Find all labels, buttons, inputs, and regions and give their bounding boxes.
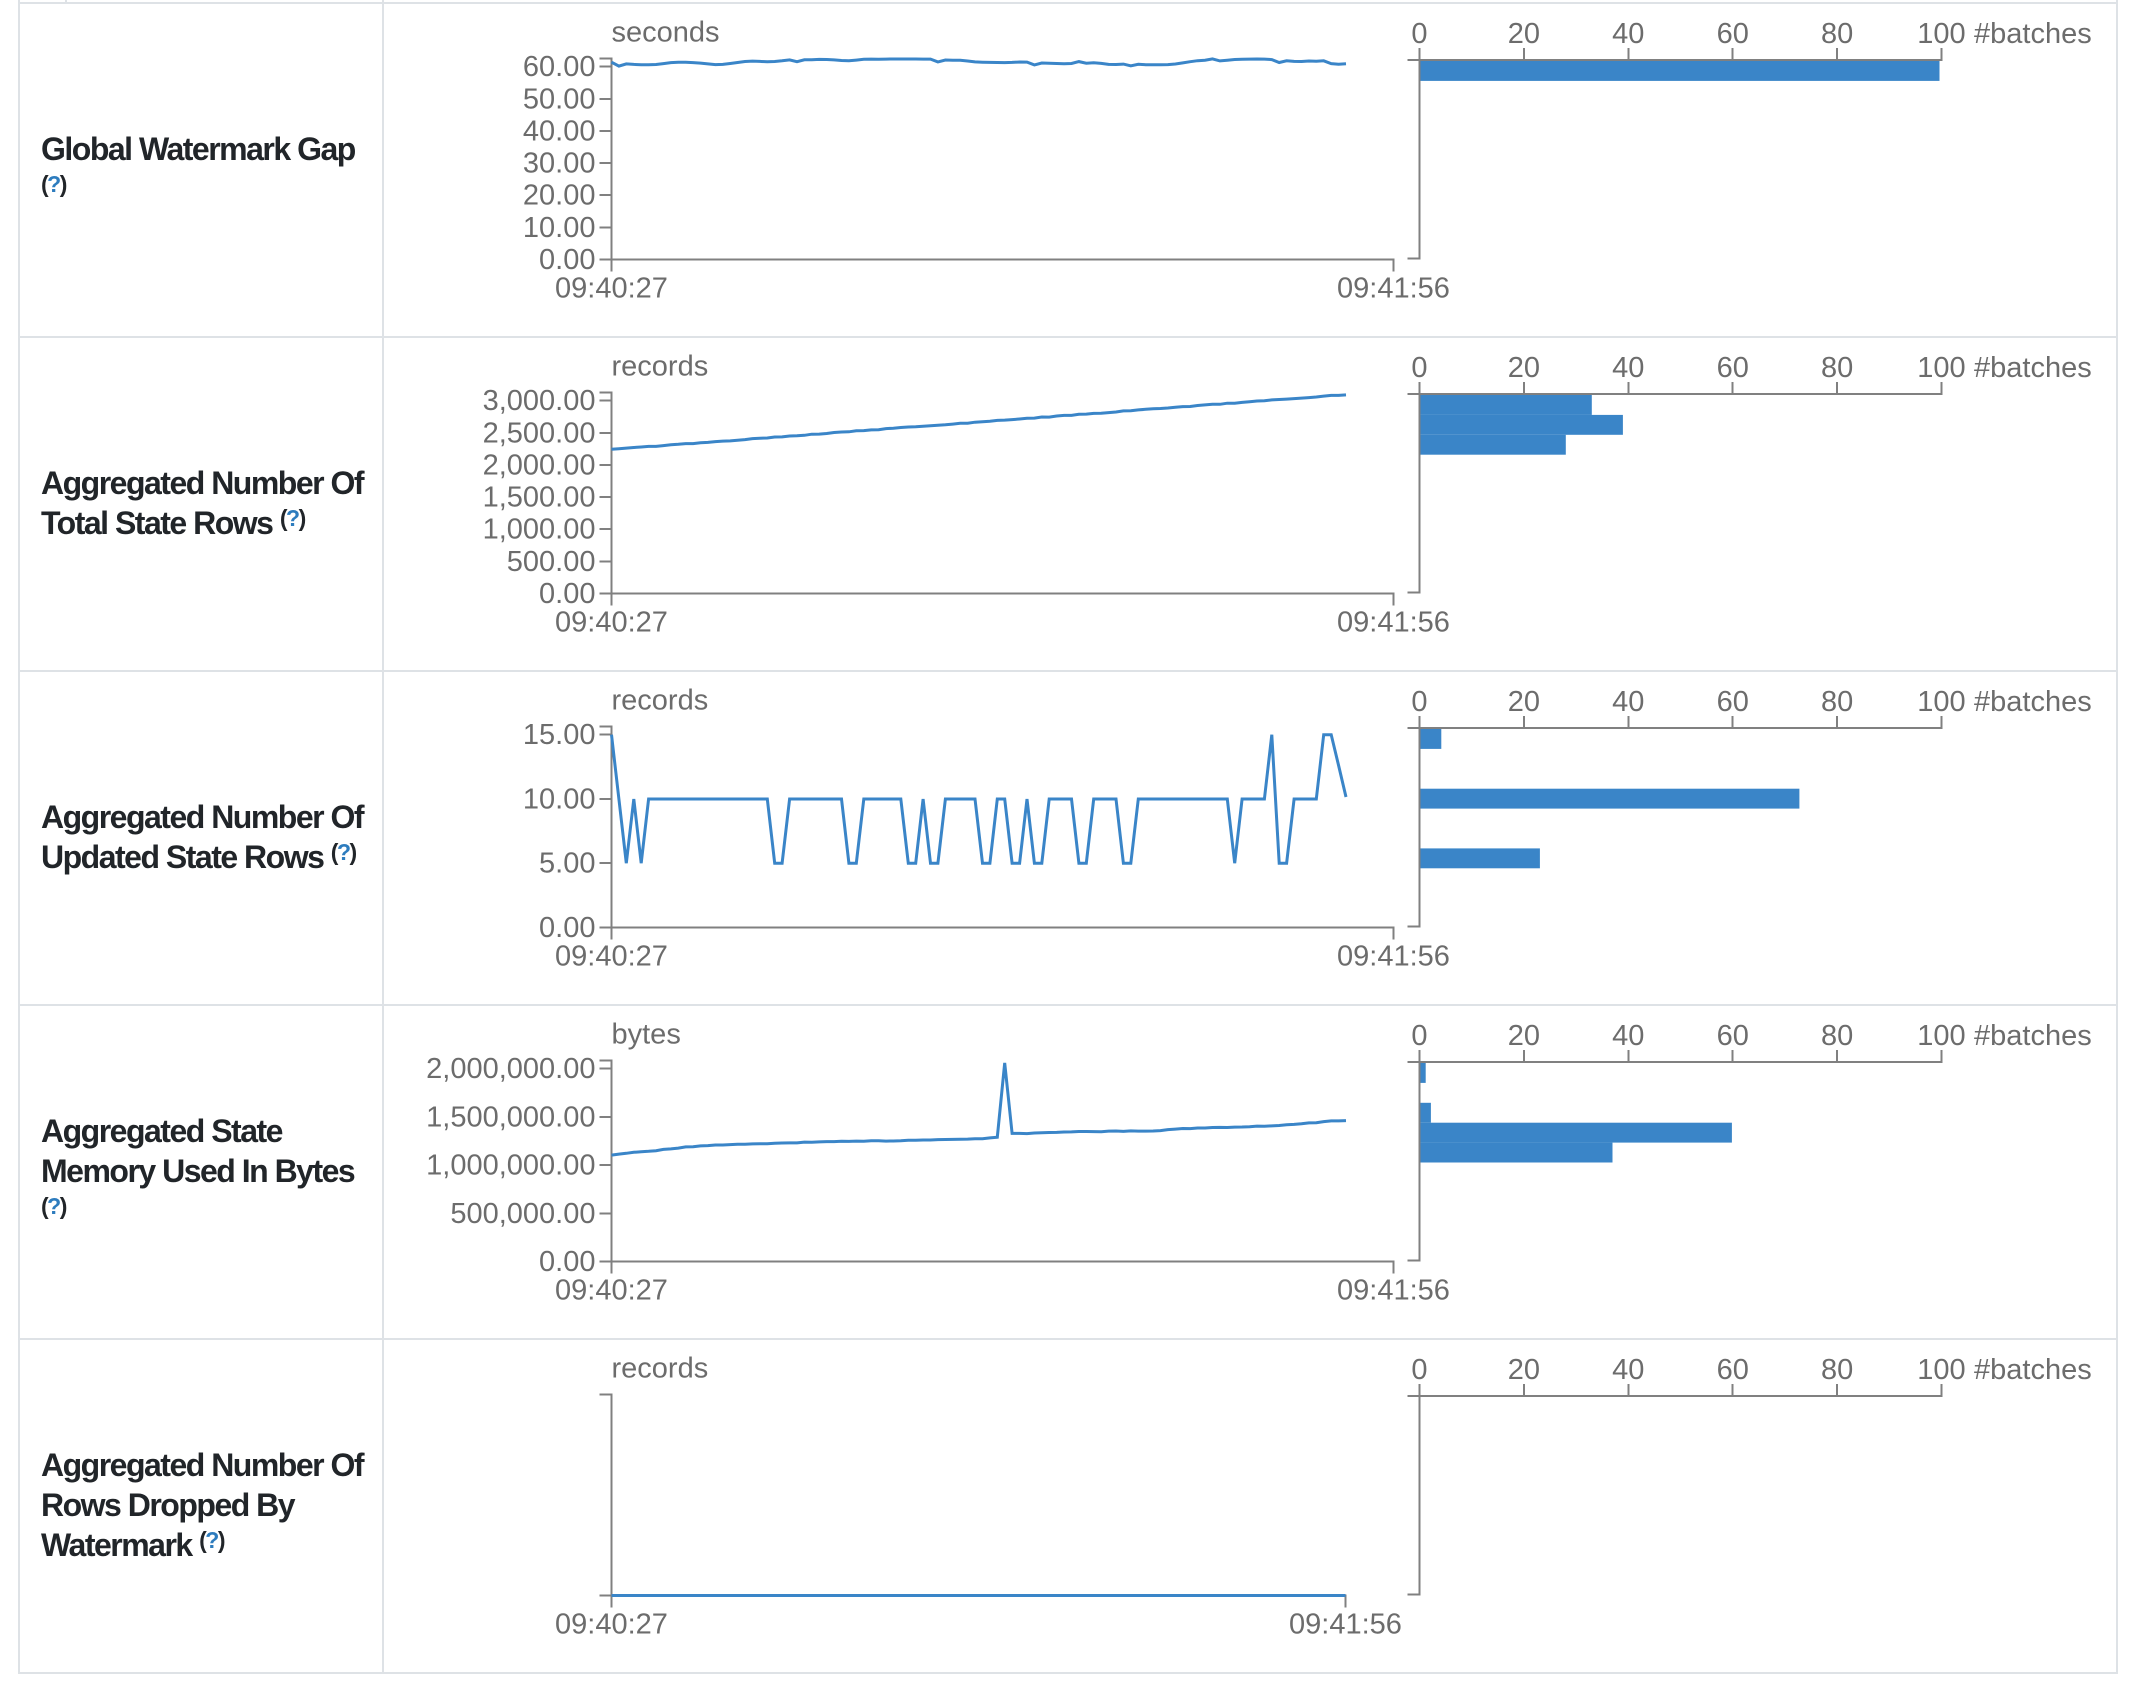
svg-text:40: 40 [1612,1354,1644,1386]
svg-text:09:41:56: 09:41:56 [1289,1609,1402,1641]
svg-text:0.00: 0.00 [539,1246,595,1278]
svg-text:100: 100 [1917,1354,1965,1386]
svg-text:1,000,000.00: 1,000,000.00 [426,1150,595,1182]
svg-text:0.00: 0.00 [539,244,595,276]
svg-text:80: 80 [1821,1020,1853,1052]
svg-text:#batches: #batches [1974,1354,2092,1386]
svg-text:60: 60 [1717,1354,1749,1386]
svg-text:records: records [612,685,709,717]
svg-text:60: 60 [1717,1020,1749,1052]
svg-text:#batches: #batches [1974,18,2092,50]
svg-text:09:40:27: 09:40:27 [555,1275,668,1307]
svg-text:1,500,000.00: 1,500,000.00 [426,1101,595,1133]
svg-text:records: records [612,351,709,383]
svg-text:seconds: seconds [612,17,720,49]
svg-text:#batches: #batches [1974,1020,2092,1052]
svg-text:09:40:27: 09:40:27 [555,1609,668,1641]
svg-text:0: 0 [1411,686,1427,718]
svg-text:0.00: 0.00 [539,578,595,610]
svg-text:09:41:56: 09:41:56 [1337,607,1450,639]
svg-text:2,000.00: 2,000.00 [483,450,596,482]
svg-text:500.00: 500.00 [507,546,596,578]
svg-text:60: 60 [1717,686,1749,718]
svg-text:100: 100 [1917,18,1965,50]
svg-text:20: 20 [1508,352,1540,384]
svg-text:20: 20 [1508,686,1540,718]
svg-text:60: 60 [1717,352,1749,384]
svg-text:40: 40 [1612,686,1644,718]
svg-text:40: 40 [1612,352,1644,384]
svg-text:20.00: 20.00 [523,180,596,212]
svg-text:09:41:56: 09:41:56 [1337,941,1450,973]
svg-text:80: 80 [1821,352,1853,384]
svg-text:10.00: 10.00 [523,784,596,816]
svg-text:3,000.00: 3,000.00 [483,385,596,417]
svg-text:2,000,000.00: 2,000,000.00 [426,1053,595,1085]
svg-text:records: records [612,1353,709,1385]
svg-text:0: 0 [1411,352,1427,384]
svg-text:2,500.00: 2,500.00 [483,417,596,449]
svg-text:80: 80 [1821,686,1853,718]
svg-text:500,000.00: 500,000.00 [450,1198,595,1230]
svg-text:60.00: 60.00 [523,51,596,83]
svg-text:1,000.00: 1,000.00 [483,514,596,546]
svg-text:100: 100 [1917,1020,1965,1052]
svg-text:0: 0 [1411,1354,1427,1386]
svg-text:60: 60 [1717,18,1749,50]
svg-text:#batches: #batches [1974,352,2092,384]
svg-text:80: 80 [1821,18,1853,50]
svg-text:bytes: bytes [612,1019,681,1051]
svg-text:20: 20 [1508,18,1540,50]
svg-text:09:41:56: 09:41:56 [1337,1275,1450,1307]
svg-text:20: 20 [1508,1354,1540,1386]
svg-text:30.00: 30.00 [523,148,596,180]
svg-text:0: 0 [1411,18,1427,50]
svg-text:09:40:27: 09:40:27 [555,273,668,305]
svg-text:40: 40 [1612,18,1644,50]
svg-text:09:40:27: 09:40:27 [555,941,668,973]
svg-text:1,500.00: 1,500.00 [483,482,596,514]
svg-text:09:40:27: 09:40:27 [555,607,668,639]
svg-text:0: 0 [1411,1020,1427,1052]
svg-text:10.00: 10.00 [523,212,596,244]
svg-text:80: 80 [1821,1354,1853,1386]
svg-text:100: 100 [1917,352,1965,384]
svg-text:40: 40 [1612,1020,1644,1052]
svg-text:40.00: 40.00 [523,116,596,148]
svg-text:50.00: 50.00 [523,83,596,115]
svg-text:20: 20 [1508,1020,1540,1052]
svg-text:5.00: 5.00 [539,848,595,880]
svg-text:15.00: 15.00 [523,719,596,751]
svg-text:#batches: #batches [1974,686,2092,718]
svg-text:100: 100 [1917,686,1965,718]
svg-text:09:41:56: 09:41:56 [1337,273,1450,305]
svg-text:0.00: 0.00 [539,912,595,944]
